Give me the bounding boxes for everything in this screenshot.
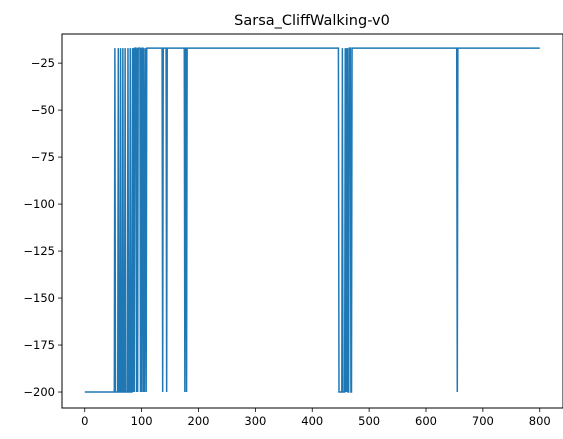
y-tick-label: −150 xyxy=(23,291,55,305)
y-tick-label: −200 xyxy=(23,385,55,399)
y-axis-ticks: −25 −50 −75 −100 −125 −150 −175 −200 xyxy=(23,56,62,399)
y-tick-label: −25 xyxy=(31,56,55,70)
y-tick-label: −125 xyxy=(23,244,55,258)
y-tick-label: −75 xyxy=(31,150,55,164)
x-tick-label: 100 xyxy=(131,414,153,428)
x-tick-label: 0 xyxy=(81,414,88,428)
y-tick-label: −175 xyxy=(23,338,55,352)
x-tick-label: 300 xyxy=(244,414,266,428)
x-tick-label: 600 xyxy=(415,414,437,428)
x-tick-label: 800 xyxy=(529,414,551,428)
x-tick-label: 700 xyxy=(472,414,494,428)
x-tick-label: 500 xyxy=(358,414,380,428)
x-tick-label: 400 xyxy=(301,414,323,428)
y-tick-label: −100 xyxy=(23,197,55,211)
chart-title: Sarsa_CliffWalking-v0 xyxy=(234,13,390,29)
x-tick-label: 200 xyxy=(188,414,210,428)
plot-area xyxy=(84,47,540,393)
series-line-0 xyxy=(84,47,540,393)
y-tick-label: −50 xyxy=(31,103,55,117)
x-axis-ticks: 0 100 200 300 400 500 600 700 800 xyxy=(81,408,551,428)
axes-frame xyxy=(61,33,563,409)
